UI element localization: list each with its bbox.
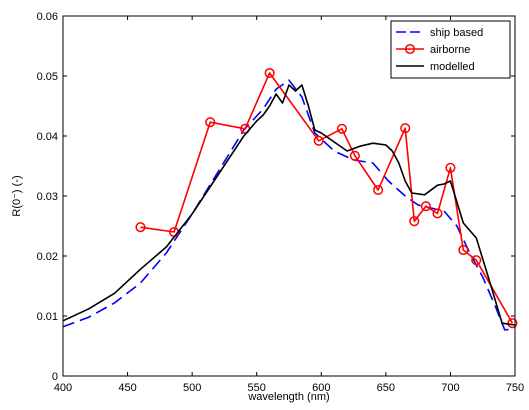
legend-label-ship-based: ship based <box>430 27 483 39</box>
series-line-modelled <box>62 84 516 326</box>
data-point-airborne <box>400 123 411 134</box>
data-point-airborne <box>432 208 443 219</box>
legend-marker-airborne <box>404 43 416 55</box>
x-tick-label: 500 <box>183 382 201 394</box>
legend-entry-airborne: airborne <box>396 43 470 56</box>
y-tick-label: 0.02 <box>37 251 58 263</box>
legend-label-modelled: modelled <box>430 61 475 73</box>
data-point-airborne <box>349 150 360 161</box>
x-tick-label: 700 <box>441 382 459 394</box>
y-axis-title: R(0⁻) (-) <box>11 175 23 216</box>
data-point-airborne <box>445 162 456 173</box>
x-tick-label: 400 <box>54 382 72 394</box>
data-point-airborne <box>336 123 347 134</box>
y-tick-label: 0.04 <box>37 131 58 143</box>
legend-label-airborne: airborne <box>430 44 470 56</box>
data-point-airborne <box>471 255 482 266</box>
data-point-airborne <box>458 244 469 256</box>
data-point-airborne <box>135 222 146 233</box>
y-tick-label: 0 <box>52 371 58 383</box>
y-tick-label: 0.01 <box>37 311 58 323</box>
legend-entry-modelled: modelled <box>396 61 475 73</box>
y-tick-label: 0.03 <box>37 191 58 203</box>
x-tick-label: 650 <box>377 382 395 394</box>
y-tick-label: 0.05 <box>37 71 58 83</box>
data-point-airborne <box>507 318 518 329</box>
data-point-airborne <box>264 67 275 79</box>
legend-entry-ship-based: ship based <box>396 27 483 39</box>
series-line-ship-based <box>62 79 516 331</box>
x-tick-label: 750 <box>506 382 524 394</box>
data-point-airborne <box>420 201 431 212</box>
x-tick-label: 450 <box>118 382 136 394</box>
plot-layer <box>62 67 518 331</box>
x-axis-title: wavelength (nm) <box>247 391 329 403</box>
data-point-airborne <box>313 135 324 146</box>
x-tick-label: 550 <box>248 382 266 394</box>
y-tick-label: 0.06 <box>37 11 58 23</box>
data-point-airborne <box>409 216 420 227</box>
x-tick-label: 600 <box>312 382 330 394</box>
data-point-airborne <box>373 184 384 196</box>
data-point-airborne <box>205 117 216 128</box>
axes-layer: 400 450 500 550 600 650 700 750 0 0.01 0.02 0.03 0.0… <box>37 11 525 394</box>
legend: ship based airborne modelled <box>390 20 511 79</box>
